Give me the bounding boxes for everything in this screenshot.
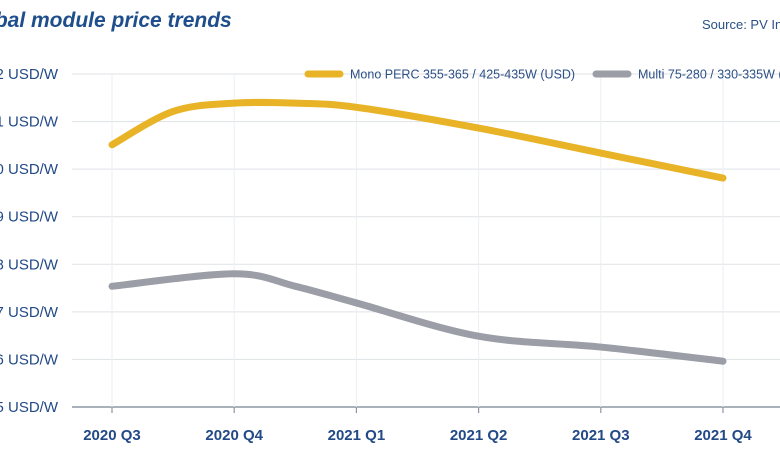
x-tick-label: 2020 Q4	[205, 427, 263, 444]
y-tick-label: 5 USD/W	[0, 399, 59, 416]
series-line-mono-perc	[108, 98, 727, 182]
x-tick-label: 2021 Q3	[572, 427, 630, 444]
chart-title: obal module price trends	[0, 9, 232, 32]
x-axis-ticks: 2020 Q3 2020 Q4 2021 Q1 2021 Q2 2021 Q3 2021 …	[83, 427, 752, 444]
x-tick-label: 2020 Q3	[83, 427, 141, 444]
series-line-multi	[108, 270, 727, 365]
y-tick-label: 7 USD/W	[0, 304, 59, 321]
grid-lines	[72, 73, 780, 413]
legend-label: Mono PERC 355-365 / 425-435W (USD)	[350, 68, 575, 82]
x-tick-label: 2021 Q2	[450, 427, 508, 444]
y-tick-label: 1 USD/W	[0, 114, 59, 131]
y-tick-label: 6 USD/W	[0, 351, 59, 368]
y-tick-label: 8 USD/W	[0, 256, 59, 273]
legend: Mono PERC 355-365 / 425-435W (USD) Multi …	[304, 68, 780, 82]
legend-label: Multi 75-280 / 330-335W (USD)	[638, 68, 780, 82]
x-tick-label: 2021 Q1	[328, 427, 386, 444]
y-tick-label: 0 USD/W	[0, 161, 59, 178]
y-tick-label: 9 USD/W	[0, 209, 59, 226]
y-axis-ticks: 2 USD/W 1 USD/W 0 USD/W 9 USD/W 8 USD/W 7 USD…	[0, 66, 59, 416]
x-tick-label: 2021 Q4	[694, 427, 752, 444]
series-lines	[108, 98, 727, 365]
y-tick-label: 2 USD/W	[0, 66, 59, 83]
chart-source: Source: PV Info	[702, 17, 780, 32]
